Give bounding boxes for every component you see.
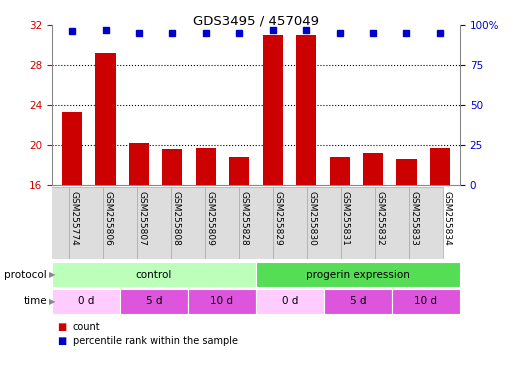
Bar (188, 289, 256, 314)
Text: GSM255831: GSM255831 (341, 190, 350, 245)
Bar (69, 187, 103, 259)
Bar (341, 187, 375, 259)
Bar (256, 289, 324, 314)
Bar (409, 187, 443, 259)
Text: time: time (23, 296, 47, 306)
Text: 10 d: 10 d (415, 296, 438, 306)
Text: count: count (72, 322, 100, 332)
Bar (324, 289, 392, 314)
Bar (229, 157, 249, 185)
Bar (52, 289, 120, 314)
Text: 0 d: 0 d (282, 296, 298, 306)
Bar (263, 35, 283, 185)
Text: 10 d: 10 d (210, 296, 233, 306)
Text: GSM255808: GSM255808 (171, 190, 180, 245)
Bar (196, 148, 216, 185)
Text: 5 d: 5 d (146, 296, 162, 306)
Text: ■: ■ (57, 336, 66, 346)
Text: ▶: ▶ (49, 270, 56, 279)
Text: 0 d: 0 d (78, 296, 94, 306)
Text: GSM255833: GSM255833 (409, 190, 418, 245)
Text: GSM255829: GSM255829 (273, 190, 282, 245)
Bar (296, 35, 316, 185)
Text: GSM255774: GSM255774 (69, 190, 78, 245)
Text: GSM255830: GSM255830 (307, 190, 316, 245)
Text: 5 d: 5 d (350, 296, 366, 306)
Bar (171, 187, 205, 259)
Bar (273, 187, 307, 259)
Text: protocol: protocol (4, 270, 47, 280)
Bar (35, 187, 69, 259)
Bar (375, 187, 409, 259)
Bar (239, 187, 273, 259)
Text: GSM255806: GSM255806 (103, 190, 112, 245)
Text: percentile rank within the sample: percentile rank within the sample (72, 336, 238, 346)
Bar (205, 187, 239, 259)
Bar (307, 187, 341, 259)
Bar (137, 187, 171, 259)
Bar (329, 157, 350, 185)
Text: GSM255809: GSM255809 (205, 190, 214, 245)
Text: GSM255834: GSM255834 (443, 190, 452, 245)
Bar (129, 143, 149, 185)
Text: ▶: ▶ (49, 297, 56, 306)
Bar (430, 148, 450, 185)
Text: GDS3495 / 457049: GDS3495 / 457049 (193, 15, 319, 28)
Bar (392, 289, 460, 314)
Bar (256, 262, 460, 287)
Bar (120, 289, 188, 314)
Text: GSM255807: GSM255807 (137, 190, 146, 245)
Bar (162, 149, 183, 185)
Bar (52, 262, 256, 287)
Bar (397, 159, 417, 185)
Bar (363, 153, 383, 185)
Text: ■: ■ (57, 322, 66, 332)
Bar (103, 187, 137, 259)
Text: control: control (136, 270, 172, 280)
Text: GSM255828: GSM255828 (239, 190, 248, 245)
Text: GSM255832: GSM255832 (375, 190, 384, 245)
Text: progerin expression: progerin expression (306, 270, 410, 280)
Bar (95, 53, 115, 185)
Bar (62, 112, 82, 185)
